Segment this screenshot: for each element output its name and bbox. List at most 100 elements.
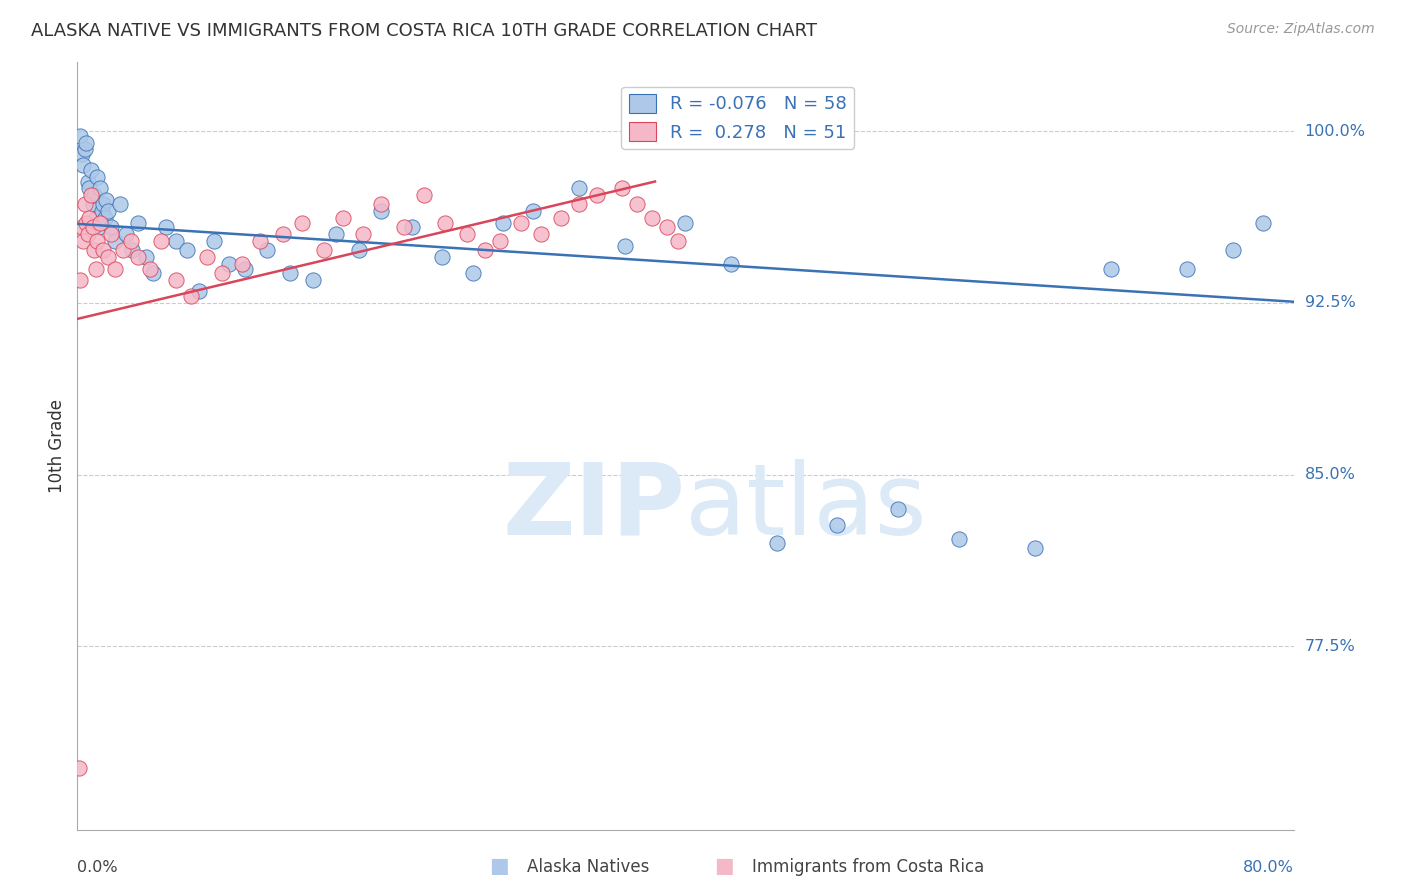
- Point: [1251, 216, 1274, 230]
- Point: [827, 518, 849, 533]
- Point: [550, 211, 572, 226]
- Point: [115, 227, 138, 242]
- Point: [1222, 244, 1244, 258]
- Point: [97, 250, 120, 264]
- Point: [456, 227, 478, 242]
- Point: [91, 244, 114, 258]
- Text: 0.0%: 0.0%: [77, 860, 118, 875]
- Point: [401, 220, 423, 235]
- Point: [249, 234, 271, 248]
- Point: [149, 234, 172, 248]
- Text: 77.5%: 77.5%: [1305, 639, 1355, 654]
- Point: [139, 261, 162, 276]
- Point: [75, 136, 97, 150]
- Point: [86, 169, 108, 184]
- Point: [72, 159, 94, 173]
- Point: [434, 216, 457, 230]
- Point: [195, 250, 218, 264]
- Point: [70, 147, 93, 161]
- Text: 100.0%: 100.0%: [1305, 124, 1365, 138]
- Point: [97, 204, 120, 219]
- Point: [73, 197, 96, 211]
- Point: [127, 250, 149, 264]
- Point: [100, 227, 122, 242]
- Point: [80, 163, 103, 178]
- Point: [127, 216, 149, 230]
- Point: [510, 216, 533, 230]
- Point: [332, 211, 354, 226]
- Point: [104, 234, 127, 248]
- Point: [461, 266, 484, 280]
- Point: [430, 250, 453, 264]
- Point: [69, 273, 91, 287]
- Text: ALASKA NATIVE VS IMMIGRANTS FROM COSTA RICA 10TH GRADE CORRELATION CHART: ALASKA NATIVE VS IMMIGRANTS FROM COSTA R…: [31, 22, 817, 40]
- Point: [104, 261, 127, 276]
- Point: [188, 285, 211, 299]
- Point: [887, 502, 910, 516]
- Point: [1175, 261, 1198, 276]
- Point: [82, 197, 104, 211]
- Point: [79, 211, 101, 226]
- Point: [82, 220, 104, 235]
- Point: [231, 257, 253, 271]
- Point: [93, 211, 115, 226]
- Point: [352, 227, 374, 242]
- Point: [89, 181, 111, 195]
- Point: [108, 197, 131, 211]
- Point: [73, 143, 96, 157]
- Point: [613, 238, 636, 252]
- Point: [180, 289, 202, 303]
- Point: [211, 266, 233, 280]
- Point: [675, 216, 697, 230]
- Point: [312, 244, 335, 258]
- Point: [1024, 541, 1046, 555]
- Point: [666, 234, 689, 248]
- Point: [165, 234, 187, 248]
- Point: [302, 273, 325, 287]
- Point: [474, 244, 496, 258]
- Point: [100, 220, 122, 235]
- Point: [80, 188, 103, 202]
- Text: Immigrants from Costa Rica: Immigrants from Costa Rica: [752, 858, 984, 876]
- Point: [121, 244, 143, 258]
- Point: [657, 220, 679, 235]
- Point: [87, 220, 110, 235]
- Point: [291, 216, 314, 230]
- Legend: R = -0.076   N = 58, R =  0.278   N = 51: R = -0.076 N = 58, R = 0.278 N = 51: [621, 87, 855, 149]
- Point: [176, 244, 198, 258]
- Point: [84, 211, 107, 226]
- Point: [84, 261, 107, 276]
- Text: ZIP: ZIP: [502, 458, 686, 556]
- Y-axis label: 10th Grade: 10th Grade: [48, 399, 66, 493]
- Point: [325, 227, 347, 242]
- Point: [67, 761, 90, 775]
- Text: 92.5%: 92.5%: [1305, 295, 1355, 310]
- Point: [83, 188, 105, 202]
- Point: [530, 227, 553, 242]
- Point: [77, 174, 100, 188]
- Point: [568, 197, 591, 211]
- Point: [142, 266, 165, 280]
- Point: [218, 257, 240, 271]
- Point: [392, 220, 415, 235]
- Text: ■: ■: [489, 856, 509, 876]
- Point: [77, 227, 100, 242]
- Point: [120, 234, 142, 248]
- Point: [86, 234, 108, 248]
- Point: [89, 216, 111, 230]
- Point: [522, 204, 544, 219]
- Point: [165, 273, 187, 287]
- Point: [135, 250, 157, 264]
- Point: [586, 188, 609, 202]
- Text: atlas: atlas: [686, 458, 927, 556]
- Point: [233, 261, 256, 276]
- Point: [720, 257, 742, 271]
- Point: [370, 204, 392, 219]
- Point: [641, 211, 664, 226]
- Point: [948, 532, 970, 546]
- Point: [91, 197, 114, 211]
- Point: [610, 181, 633, 195]
- Point: [278, 266, 301, 280]
- Point: [413, 188, 436, 202]
- Point: [1099, 261, 1122, 276]
